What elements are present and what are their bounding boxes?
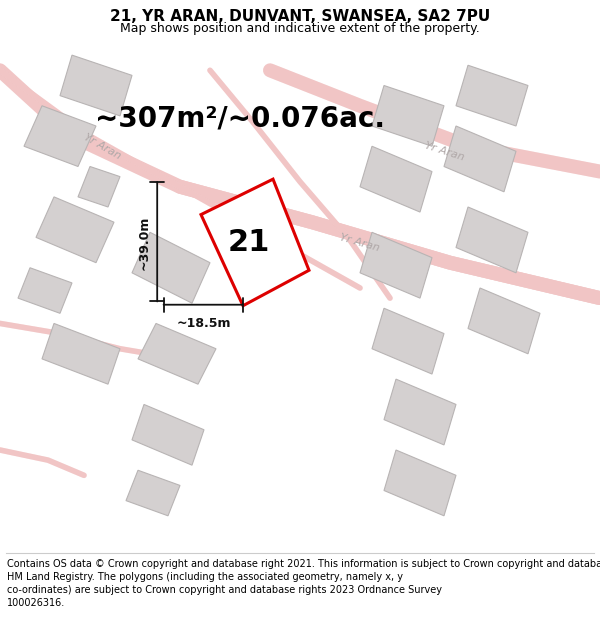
Polygon shape — [360, 232, 432, 298]
Polygon shape — [18, 268, 72, 313]
Text: Map shows position and indicative extent of the property.: Map shows position and indicative extent… — [120, 22, 480, 35]
Polygon shape — [384, 450, 456, 516]
Text: Yr Aran: Yr Aran — [339, 232, 381, 253]
Polygon shape — [36, 197, 114, 262]
Text: Yr Aran: Yr Aran — [82, 132, 122, 161]
Polygon shape — [456, 207, 528, 272]
Polygon shape — [468, 288, 540, 354]
Polygon shape — [24, 106, 96, 166]
Text: ~18.5m: ~18.5m — [176, 317, 230, 330]
Polygon shape — [456, 65, 528, 126]
Polygon shape — [132, 404, 204, 465]
Polygon shape — [444, 126, 516, 192]
Polygon shape — [372, 308, 444, 374]
Text: 21: 21 — [228, 228, 270, 257]
Text: Contains OS data © Crown copyright and database right 2021. This information is : Contains OS data © Crown copyright and d… — [7, 559, 600, 608]
Text: ~307m²/~0.076ac.: ~307m²/~0.076ac. — [95, 104, 385, 132]
Polygon shape — [360, 146, 432, 212]
Polygon shape — [42, 324, 120, 384]
Polygon shape — [201, 179, 309, 306]
Polygon shape — [126, 470, 180, 516]
Polygon shape — [60, 55, 132, 116]
Polygon shape — [78, 166, 120, 207]
Text: 21, YR ARAN, DUNVANT, SWANSEA, SA2 7PU: 21, YR ARAN, DUNVANT, SWANSEA, SA2 7PU — [110, 9, 490, 24]
Polygon shape — [138, 324, 216, 384]
Polygon shape — [132, 232, 210, 303]
Polygon shape — [384, 379, 456, 445]
Text: Yr Aran: Yr Aran — [423, 140, 465, 162]
Polygon shape — [372, 86, 444, 146]
Text: ~39.0m: ~39.0m — [137, 215, 151, 269]
